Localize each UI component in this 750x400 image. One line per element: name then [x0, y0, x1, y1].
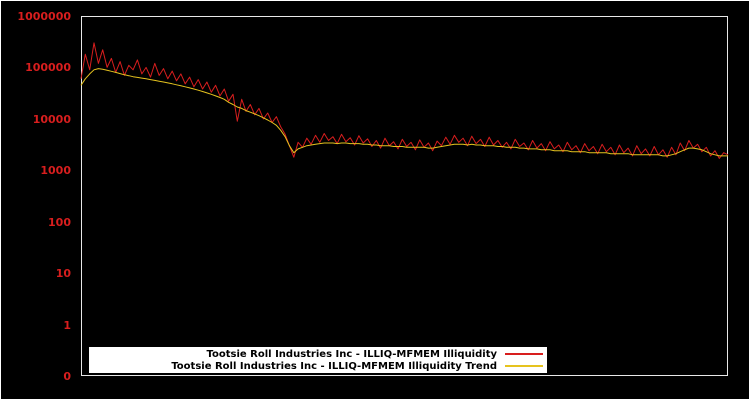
legend-label-illiquidity: Tootsie Roll Industries Inc - ILLIQ-MFME… [206, 348, 497, 360]
series-line-illiquidity-trend [80, 68, 728, 157]
y-tick-label: 0 [63, 370, 71, 383]
y-tick-label: 1000000 [17, 10, 71, 23]
y-tick-label: 10 [55, 267, 71, 281]
y-tick-label: 1 [63, 318, 71, 332]
y-tick-label: 1000 [40, 164, 71, 178]
y-tick-label: 10000 [32, 112, 71, 126]
legend-sample-trend-line [505, 365, 543, 367]
legend: Tootsie Roll Industries Inc - ILLIQ-MFME… [89, 347, 547, 373]
plot-border [81, 16, 728, 376]
legend-sample-illiquidity-line [505, 353, 543, 355]
legend-label-illiquidity-trend: Tootsie Roll Industries Inc - ILLIQ-MFME… [171, 360, 497, 372]
series-line-illiquidity [80, 42, 729, 159]
legend-item-illiquidity: Tootsie Roll Industries Inc - ILLIQ-MFME… [93, 348, 543, 360]
y-axis-labels: 1000000 100000 10000 1000 100 10 1 0 [1, 1, 75, 399]
y-tick-label: 100 [48, 215, 71, 229]
y-tick-label: 100000 [25, 61, 71, 75]
legend-item-illiquidity-trend: Tootsie Roll Industries Inc - ILLIQ-MFME… [93, 360, 543, 372]
